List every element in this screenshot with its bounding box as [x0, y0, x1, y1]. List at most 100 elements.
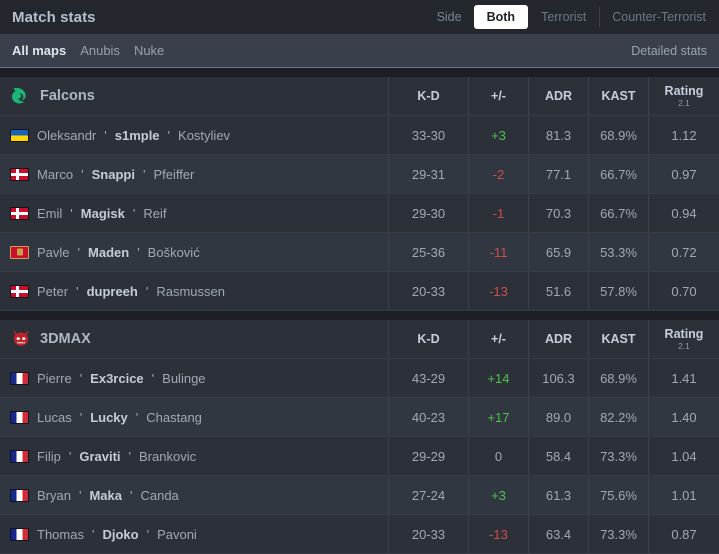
player-last-name: Kostyliev [178, 127, 231, 143]
player-plus-minus: -2 [468, 155, 528, 193]
player-adr: 70.3 [528, 194, 588, 232]
flag-denmark-icon [10, 284, 29, 298]
player-adr: 51.6 [528, 272, 588, 310]
side-filter-group: Side Both Terrorist Counter-Terrorist [437, 0, 719, 34]
table-row[interactable]: Marco ' Snappi ' Pfeiffer 29-31 -2 77.1 66… [0, 155, 719, 194]
table-row[interactable]: Lucas ' Lucky ' Chastang 40-23 +17 89.0 82… [0, 398, 719, 437]
player-name-cell[interactable]: Oleksandr ' s1mple ' Kostyliev [0, 116, 388, 154]
player-last-name: Bulinge [162, 370, 206, 386]
table-row[interactable]: Pierre ' Ex3rcice ' Bulinge 43-29 +14 106.… [0, 359, 719, 398]
player-kd: 20-33 [388, 272, 468, 310]
player-name-cell[interactable]: Pierre ' Ex3rcice ' Bulinge [0, 359, 388, 397]
player-kd: 25-36 [388, 233, 468, 271]
player-nickname: Lucky [90, 409, 128, 425]
column-header-rating-label: Rating [664, 83, 704, 98]
player-nickname: Magisk [80, 205, 125, 221]
player-plus-minus: +17 [468, 398, 528, 436]
player-rating: 0.87 [648, 515, 719, 553]
table-row[interactable]: Thomas ' Djoko ' Pavoni 20-33 -13 63.4 73.… [0, 515, 719, 554]
page-title: Match stats [12, 8, 96, 26]
column-header-kast[interactable]: KAST [588, 320, 648, 358]
player-kd: 43-29 [388, 359, 468, 397]
table-row[interactable]: Pavle ' Maden ' Bošković 25-36 -11 65.9 53… [0, 233, 719, 272]
flag-ukraine-icon [10, 128, 29, 142]
player-name-cell[interactable]: Thomas ' Djoko ' Pavoni [0, 515, 388, 553]
player-kd: 29-30 [388, 194, 468, 232]
player-kast: 68.9% [588, 359, 648, 397]
map-tab-all-maps[interactable]: All maps [12, 43, 67, 58]
table-row[interactable]: Oleksandr ' s1mple ' Kostyliev 33-30 +3 81… [0, 116, 719, 155]
player-adr: 63.4 [528, 515, 588, 553]
player-last-name: Canda [140, 487, 179, 503]
player-nickname: Ex3rcice [90, 370, 144, 386]
maps-filter-bar: All maps Anubis Nuke Detailed stats [0, 34, 719, 68]
player-kast: 66.7% [588, 155, 648, 193]
column-header-rating[interactable]: Rating 2.1 [648, 320, 719, 358]
team-name: 3DMAX [40, 331, 91, 347]
player-nickname: Maden [88, 244, 130, 260]
column-header-rating[interactable]: Rating 2.1 [648, 77, 719, 115]
side-filter-label: Side [436, 10, 462, 24]
player-first-name: Oleksandr [37, 127, 97, 143]
detailed-stats-link[interactable]: Detailed stats [631, 43, 707, 58]
team-section-3dmax: 3DMAX K-D +/- ADR KAST Rating 2.1 Pierre… [0, 320, 719, 554]
player-adr: 89.0 [528, 398, 588, 436]
player-last-name: Bošković [147, 244, 200, 260]
player-first-name: Emil [37, 205, 63, 221]
player-kast: 53.3% [588, 233, 648, 271]
player-kast: 73.3% [588, 437, 648, 475]
player-name-cell[interactable]: Filip ' Graviti ' Brankovic [0, 437, 388, 475]
player-nickname: Maka [89, 487, 122, 503]
player-rating: 1.12 [648, 116, 719, 154]
player-kast: 66.7% [588, 194, 648, 232]
player-last-name: Brankovic [139, 448, 197, 464]
player-kd: 20-33 [388, 515, 468, 553]
column-header-adr[interactable]: ADR [528, 77, 588, 115]
map-tab-anubis[interactable]: Anubis [80, 43, 120, 58]
player-first-name: Filip [37, 448, 61, 464]
table-row[interactable]: Filip ' Graviti ' Brankovic 29-29 0 58.4 7… [0, 437, 719, 476]
column-header-rating-version: 2.1 [678, 340, 690, 351]
column-header-adr[interactable]: ADR [528, 320, 588, 358]
player-last-name: Rasmussen [156, 283, 225, 299]
flag-france-icon [10, 449, 29, 463]
table-row[interactable]: Peter ' dupreeh ' Rasmussen 20-33 -13 51.6… [0, 272, 719, 311]
side-filter-counter-terrorist[interactable]: Counter-Terrorist [599, 0, 719, 34]
player-kast: 73.3% [588, 515, 648, 553]
player-name-cell[interactable]: Peter ' dupreeh ' Rasmussen [0, 272, 388, 310]
column-header-plus-minus[interactable]: +/- [468, 77, 528, 115]
side-filter-both[interactable]: Both [473, 5, 529, 29]
flag-france-icon [10, 527, 29, 541]
player-first-name: Lucas [37, 409, 72, 425]
player-rating: 0.70 [648, 272, 719, 310]
section-gap-top [0, 68, 719, 77]
player-name-cell[interactable]: Emil ' Magisk ' Reif [0, 194, 388, 232]
column-header-kd[interactable]: K-D [388, 77, 468, 115]
player-name-cell[interactable]: Lucas ' Lucky ' Chastang [0, 398, 388, 436]
maps-tab-list: All maps Anubis Nuke [12, 43, 164, 58]
player-name-cell[interactable]: Pavle ' Maden ' Bošković [0, 233, 388, 271]
column-header-rating-label: Rating [664, 326, 704, 341]
column-header-kd[interactable]: K-D [388, 320, 468, 358]
player-kd: 29-31 [388, 155, 468, 193]
team-header-name-cell: 3DMAX [0, 320, 388, 358]
table-row[interactable]: Emil ' Magisk ' Reif 29-30 -1 70.3 66.7% 0… [0, 194, 719, 233]
player-name-cell[interactable]: Bryan ' Maka ' Canda [0, 476, 388, 514]
3dmax-logo-icon [10, 328, 32, 350]
player-kast: 57.8% [588, 272, 648, 310]
player-first-name: Peter [37, 283, 69, 299]
player-plus-minus: -13 [468, 515, 528, 553]
player-kast: 82.2% [588, 398, 648, 436]
column-header-kast[interactable]: KAST [588, 77, 648, 115]
player-kd: 29-29 [388, 437, 468, 475]
player-plus-minus: +14 [468, 359, 528, 397]
section-gap-middle [0, 311, 719, 320]
column-header-plus-minus[interactable]: +/- [468, 320, 528, 358]
map-tab-nuke[interactable]: Nuke [133, 43, 165, 58]
match-stats-titlebar: Match stats Side Both Terrorist Counter-… [0, 0, 719, 34]
player-first-name: Marco [37, 166, 74, 182]
player-name-cell[interactable]: Marco ' Snappi ' Pfeiffer [0, 155, 388, 193]
table-row[interactable]: Bryan ' Maka ' Canda 27-24 +3 61.3 75.6% 1… [0, 476, 719, 515]
side-filter-terrorist[interactable]: Terrorist [541, 10, 587, 24]
flag-france-icon [10, 371, 29, 385]
